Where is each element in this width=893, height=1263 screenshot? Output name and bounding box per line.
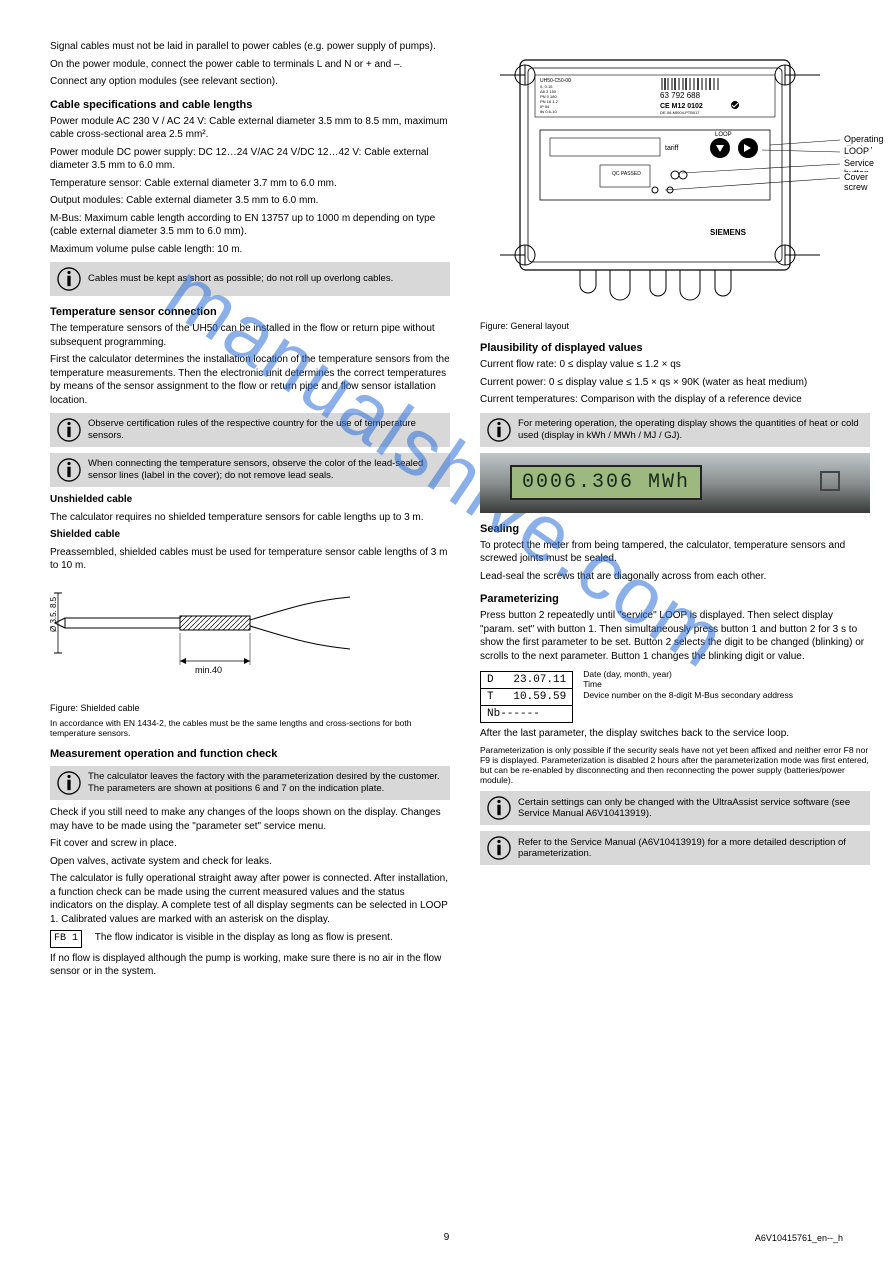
stacked-row-3: Nb------ (481, 706, 572, 722)
page-number: 9 (444, 1232, 450, 1243)
barcode-icon (660, 78, 720, 90)
intro-3: Connect any option modules (see relevant… (50, 75, 450, 89)
stacked-row-1: D 23.07.11 (481, 672, 572, 689)
shielded-p: Preassembled, shielded cables must be us… (50, 546, 450, 573)
meas-heading: Measurement operation and function check (50, 748, 450, 760)
meas-p2: Fit cover and screw in place. (50, 837, 450, 851)
de-cert: DE-06-MI004-PTB017 (660, 110, 700, 115)
info-icon (486, 417, 512, 443)
info-band-3: When connecting the temperature sensors,… (50, 453, 450, 487)
info-band-5: Certain settings can only be changed wit… (480, 791, 870, 825)
info-3-text: When connecting the temperature sensors,… (88, 458, 444, 482)
info-band-1: Cables must be kept as short as possible… (50, 262, 450, 296)
param-note: Parameterization is only possible if the… (480, 745, 870, 786)
plaus-p1: Current flow rate: 0 ≤ display value ≤ 1… (480, 358, 870, 372)
specs-p4: Output modules: Cable external diameter … (50, 194, 450, 208)
cable-fig-caption: Figure: Shielded cable (50, 702, 450, 714)
info-icon (486, 795, 512, 821)
param-p2: After the last parameter, the display sw… (480, 727, 870, 741)
sealing-p2: Lead-seal the screws that are diagonally… (480, 570, 870, 584)
svg-text:LOOP: LOOP (715, 132, 732, 138)
err-code-note: The flow indicator is visible in the dis… (95, 932, 393, 943)
info-4-text: The calculator leaves the factory with t… (88, 771, 444, 795)
intro-1: Signal cables must not be laid in parall… (50, 40, 450, 54)
cable-figure: Ø 3.5. 8.5 min.40 (50, 583, 370, 693)
brand-label: SIEMENS (710, 228, 747, 237)
spec-line-5: θs 0.6-10 (540, 109, 557, 114)
cable-specs-heading: Cable specifications and cable lengths (50, 99, 450, 111)
info-band-2: Observe certification rules of the respe… (50, 413, 450, 447)
unshielded-p: The calculator requires no shielded temp… (50, 511, 450, 525)
barcode-number: 63 792 688 (660, 91, 701, 100)
info-band-4: The calculator leaves the factory with t… (50, 766, 450, 800)
lcd-side-button (820, 471, 840, 491)
specs-p2: Power module DC power supply: DC 12…24 V… (50, 146, 450, 173)
device-drawing: 63 792 688 CE M12 0102 UH50-C50-00 0- 0.… (500, 40, 820, 320)
plausibility-heading: Plausibility of displayed values (480, 342, 870, 354)
info-2-text: Observe certification rules of the respe… (88, 418, 444, 442)
meas-p4: The calculator is fully operational stra… (50, 872, 450, 926)
meas-p3: Open valves, activate system and check f… (50, 855, 450, 869)
cable-dia-label: Ø 3.5. 8.5 (50, 596, 58, 632)
stacked-legend: Date (day, month, year) Time Device numb… (583, 667, 793, 700)
lcd-photo: 0006.306 MWh (480, 453, 870, 513)
specs-p6: Maximum volume pulse cable length: 10 m. (50, 243, 450, 257)
param-display-box: D 23.07.11 T 10.59.59 Nb------ (480, 671, 573, 723)
sealing-heading: Sealing (480, 523, 870, 535)
noflow-p: If no flow is displayed although the pum… (50, 952, 450, 979)
right-column: 63 792 688 CE M12 0102 UH50-C50-00 0- 0.… (480, 40, 870, 983)
shielded-heading: Shielded cable (50, 529, 120, 540)
specs-p3: Temperature sensor: Cable external diame… (50, 177, 450, 191)
cable-fig-note: In accordance with EN 1434-2, the cables… (50, 718, 450, 738)
info-band-6: Refer to the Service Manual (A6V10413919… (480, 831, 870, 865)
info-band-lcd: For metering operation, the operating di… (480, 413, 870, 447)
intro-2: On the power module, connect the power c… (50, 58, 450, 72)
info-5-text: Certain settings can only be changed wit… (518, 797, 864, 821)
ce-marks: CE M12 0102 (660, 103, 703, 110)
page-columns: Signal cables must not be laid in parall… (50, 40, 843, 983)
lcd-readout: 0006.306 MWh (510, 465, 702, 500)
sensor-p2: First the calculator determines the inst… (50, 353, 450, 407)
specs-p1: Power module AC 230 V / AC 24 V: Cable e… (50, 115, 450, 142)
left-column: Signal cables must not be laid in parall… (50, 40, 450, 983)
info-lcd-text: For metering operation, the operating di… (518, 418, 864, 442)
param-heading: Parameterizing (480, 593, 870, 605)
plaus-p3: Current temperatures: Comparison with th… (480, 393, 870, 407)
sealing-p1: To protect the meter from being tampered… (480, 539, 870, 566)
specs-p5: M-Bus: Maximum cable length according to… (50, 212, 450, 239)
info-1-text: Cables must be kept as short as possible… (88, 273, 393, 285)
tariff-label: tariff (665, 145, 679, 152)
info-icon (56, 417, 82, 443)
stacked-row-2: T 10.59.59 (481, 689, 572, 706)
info-icon (56, 266, 82, 292)
info-6-text: Refer to the Service Manual (A6V10413919… (518, 837, 864, 861)
leader-4: Cover screw (842, 172, 870, 192)
err-code-box: FB 1 (50, 930, 82, 948)
sensor-conn-heading: Temperature sensor connection (50, 306, 450, 318)
info-icon (56, 457, 82, 483)
param-p: Press button 2 repeatedly until "service… (480, 609, 870, 663)
device-fig-caption: Figure: General layout (480, 320, 870, 332)
qc-passed: QC PASSED (612, 171, 641, 177)
cable-min-label: min.40 (195, 665, 222, 675)
info-icon (56, 770, 82, 796)
meas-p1: Check if you still need to make any chan… (50, 806, 450, 833)
plaus-p2: Current power: 0 ≤ display value ≤ 1.5 ×… (480, 376, 870, 390)
doc-reference: A6V10415761_en--_h (755, 1233, 843, 1243)
unshielded-heading: Unshielded cable (50, 494, 132, 505)
sensor-p1: The temperature sensors of the UH50 can … (50, 322, 450, 349)
info-icon (486, 835, 512, 861)
